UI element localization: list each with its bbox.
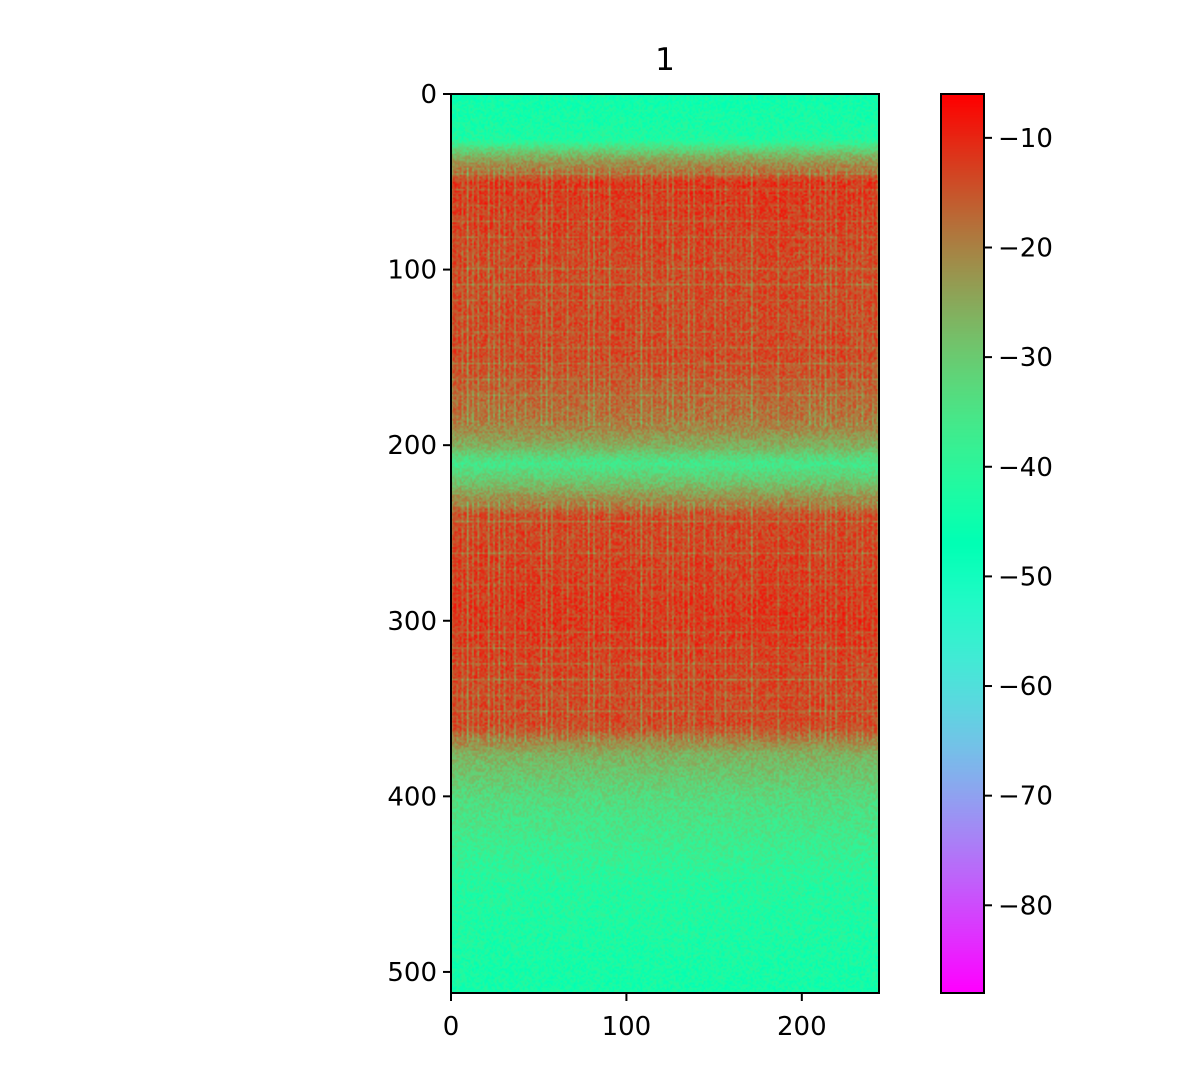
- colorbar-tick-label: −60: [998, 672, 1053, 702]
- colorbar-axis: −10 −20 −30 −40 −50 −60 −70 −80: [984, 124, 1053, 921]
- colorbar-tick-label: −50: [998, 562, 1053, 592]
- colorbar-tick-label: −30: [998, 343, 1053, 373]
- colorbar-tick-label: −20: [998, 233, 1053, 263]
- y-tick-label: 400: [387, 782, 437, 812]
- y-tick-label: 500: [387, 958, 437, 988]
- y-axis: 0 100 200 300 400 500: [387, 80, 451, 988]
- colorbar-tick-label: −40: [998, 453, 1053, 483]
- colorbar-tick-label: −10: [998, 124, 1053, 154]
- chart-title: 1: [655, 42, 675, 78]
- plot-frame: [450, 93, 880, 994]
- x-tick-label: 200: [777, 1012, 827, 1042]
- y-tick-label: 0: [420, 80, 437, 110]
- y-tick-label: 100: [387, 256, 437, 286]
- x-tick-label: 100: [602, 1012, 652, 1042]
- x-axis: 0 100 200: [443, 993, 827, 1042]
- colorbar-tick-label: −80: [998, 891, 1053, 921]
- colorbar-tick-label: −70: [998, 782, 1053, 812]
- y-tick-label: 200: [387, 431, 437, 461]
- colorbar-gradient: [941, 94, 984, 993]
- x-tick-label: 0: [443, 1012, 460, 1042]
- heatmap-image: [451, 94, 879, 993]
- colorbar-frame: [940, 93, 985, 994]
- y-tick-label: 300: [387, 607, 437, 637]
